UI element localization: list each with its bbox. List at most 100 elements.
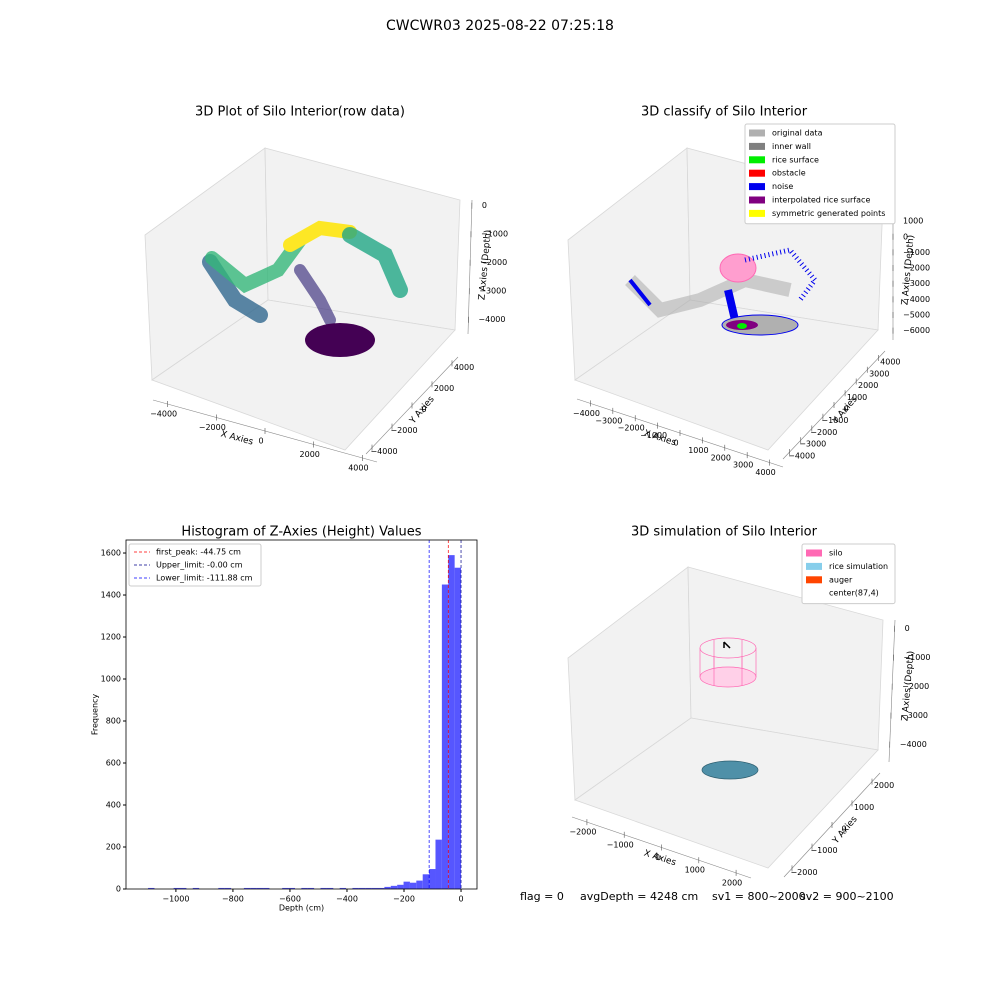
- legend-label: symmetric generated points: [772, 209, 885, 218]
- bar: [224, 887, 232, 889]
- y-tick-label: 1600: [101, 549, 121, 558]
- bar: [422, 874, 430, 889]
- legend-label: Upper_limit: -0.00 cm: [156, 561, 243, 570]
- legend-swatch: [749, 209, 765, 217]
- legend-swatch: [749, 142, 765, 150]
- bar: [352, 887, 359, 889]
- bar: [256, 887, 264, 889]
- bar: [441, 584, 449, 889]
- chart-title: 3D simulation of Silo Interior: [631, 525, 818, 540]
- y-tick-label: 1000: [847, 393, 867, 402]
- chart-title: 3D Plot of Silo Interior(row data): [195, 105, 405, 120]
- bar: [378, 887, 385, 889]
- x-tick-label: 3000: [733, 461, 753, 470]
- bar: [218, 887, 225, 889]
- legend-label: first_peak: -44.75 cm: [156, 548, 241, 557]
- y-tick-label: −4000: [788, 451, 815, 460]
- cloud-raw: [202, 220, 408, 357]
- x-tick-label: −200: [393, 895, 415, 904]
- bar: [148, 887, 155, 889]
- cloud-classify: [625, 247, 819, 336]
- x-tick-label: −1000: [640, 431, 667, 440]
- x-tick-label: −2000: [199, 423, 226, 432]
- y-tick-label: 1200: [101, 633, 121, 642]
- x-tick-label: 2000: [711, 453, 731, 462]
- legend-label: Lower_limit: -111.88 cm: [156, 574, 253, 583]
- footer-text: sv2 = 900~2100: [800, 890, 894, 903]
- x-tick-label: 0: [258, 437, 263, 446]
- z-tick-label: −6000: [903, 326, 930, 335]
- bar: [339, 887, 347, 889]
- bar: [282, 887, 289, 889]
- y-tick-label: 3000: [869, 369, 889, 378]
- cloud-simulation: [699, 637, 759, 780]
- legend-label: rice surface: [772, 155, 819, 164]
- bar: [371, 887, 379, 889]
- y-tick-label: −1000: [821, 416, 848, 425]
- bar: [320, 887, 327, 889]
- legend-label: original data: [772, 129, 823, 138]
- x-tick-label: −400: [336, 895, 358, 904]
- y-tick-label: 0: [843, 405, 848, 414]
- y-tick-label: −4000: [370, 447, 397, 456]
- y-tick-label: 1000: [854, 803, 874, 812]
- bar: [409, 882, 417, 889]
- plot-frame: [125, 539, 478, 890]
- x-tick-label: 4000: [755, 468, 775, 477]
- x-tick-label: −2000: [618, 424, 645, 433]
- z-tick-label: −3000: [479, 287, 506, 296]
- chart-title: Histogram of Z-Axies (Height) Values: [181, 525, 421, 540]
- bar: [243, 887, 251, 889]
- y-tick-label: 0: [116, 885, 121, 894]
- suptitle: CWCWR03 2025-08-22 07:25:18: [386, 18, 614, 34]
- y-axis-label: Frequency: [91, 694, 100, 736]
- z-tick-label: −3000: [901, 711, 928, 720]
- footer-text: avgDepth = 4248 cm: [580, 890, 698, 903]
- x-tick-label: 0: [655, 853, 660, 862]
- legend-label: interpolated rice surface: [772, 196, 870, 205]
- x-tick-label: 0: [458, 895, 463, 904]
- legend-swatch: [806, 576, 822, 584]
- bar: [390, 885, 398, 889]
- z-tick-label: 0: [903, 232, 908, 241]
- z-tick-label: −2000: [902, 682, 929, 691]
- x-tick-label: −4000: [150, 410, 177, 419]
- z-tick-label: −2000: [903, 264, 930, 273]
- bar: [180, 887, 187, 889]
- legend-box: [801, 543, 896, 605]
- z-tick-label: 0: [482, 201, 487, 210]
- bar: [263, 887, 270, 889]
- y-tick-label: 2000: [874, 781, 894, 790]
- bar: [435, 839, 442, 889]
- bar: [301, 887, 308, 889]
- footer-text: sv1 = 800~2000: [712, 890, 806, 903]
- legend-swatch: [749, 129, 765, 137]
- z-tick-label: −4000: [903, 295, 930, 304]
- y-tick-label: 2000: [434, 384, 454, 393]
- bar: [173, 887, 181, 889]
- legend-label: auger: [829, 575, 853, 584]
- y-tick-label: −1000: [810, 846, 837, 855]
- z-tick-label: 0: [905, 624, 910, 633]
- y-tick-label: 600: [106, 759, 121, 768]
- x-tick-label: −1000: [607, 840, 634, 849]
- y-tick-label: −2000: [810, 428, 837, 437]
- legend-swatch: [806, 562, 822, 570]
- y-tick-label: 4000: [454, 363, 474, 372]
- legend-label: silo: [829, 549, 843, 558]
- legend-swatch: [749, 169, 765, 177]
- panes-4: [567, 566, 884, 869]
- z-tick-label: −3000: [903, 279, 930, 288]
- bar: [365, 887, 372, 889]
- legend-box: [128, 543, 262, 587]
- x-tick-label: −3000: [595, 416, 622, 425]
- legend-box: [744, 123, 896, 225]
- legend-swatch: [749, 196, 765, 204]
- y-tick-label: 0: [841, 825, 846, 834]
- bar: [397, 884, 404, 889]
- z-tick-label: −1000: [903, 653, 930, 662]
- x-axis-label: Depth (cm): [279, 904, 324, 913]
- legend-label: inner wall: [772, 142, 811, 151]
- y-tick-label: −3000: [799, 440, 826, 449]
